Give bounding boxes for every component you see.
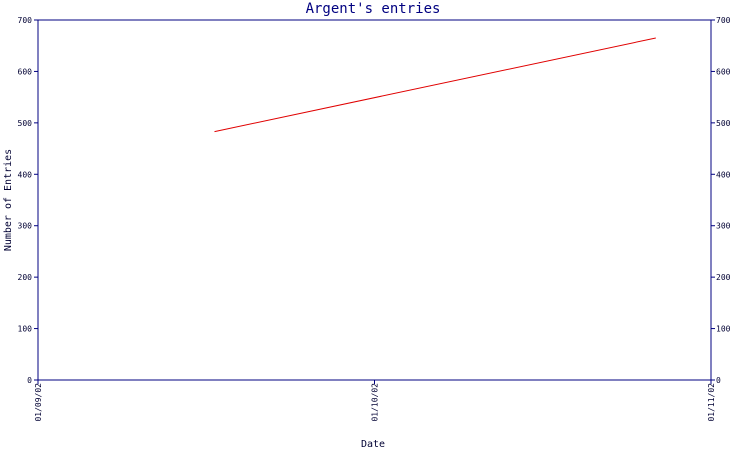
y-tick-label-right: 700: [716, 16, 731, 25]
y-tick-label-right: 400: [716, 170, 731, 179]
y-tick-label-left: 100: [18, 325, 33, 334]
y-tick-label-left: 700: [18, 16, 33, 25]
x-tick-label: 01/10/02: [371, 383, 380, 422]
y-tick-label-right: 0: [716, 376, 721, 385]
y-axis-right: 0 100 200 300 400 500 600 700: [711, 16, 731, 385]
y-tick-label-left: 500: [18, 119, 33, 128]
x-axis: 01/09/02 01/10/02 01/11/02: [34, 380, 716, 422]
y-tick-label-left: 0: [27, 376, 32, 385]
y-tick-label-left: 400: [18, 170, 33, 179]
y-tick-label-left: 600: [18, 67, 33, 76]
x-tick-label: 01/11/02: [707, 383, 716, 422]
chart-title: Argent's entries: [306, 1, 441, 17]
y-tick-label-right: 500: [716, 119, 731, 128]
y-tick-label-right: 300: [716, 222, 731, 231]
y-tick-label-right: 200: [716, 273, 731, 282]
series-layer: [214, 37, 656, 133]
y-axis-title: Number of Entries: [3, 149, 14, 251]
plot-frame: [37, 19, 712, 381]
y-tick-label-right: 600: [716, 67, 731, 76]
y-axis-left: 0 100 200 300 400 500 600 700: [18, 16, 38, 385]
series-line: [214, 37, 656, 133]
y-tick-label-left: 300: [18, 222, 33, 231]
x-tick-label: 01/09/02: [34, 383, 43, 422]
y-tick-label-left: 200: [18, 273, 33, 282]
y-tick-label-right: 100: [716, 325, 731, 334]
x-axis-title: Date: [361, 439, 385, 450]
